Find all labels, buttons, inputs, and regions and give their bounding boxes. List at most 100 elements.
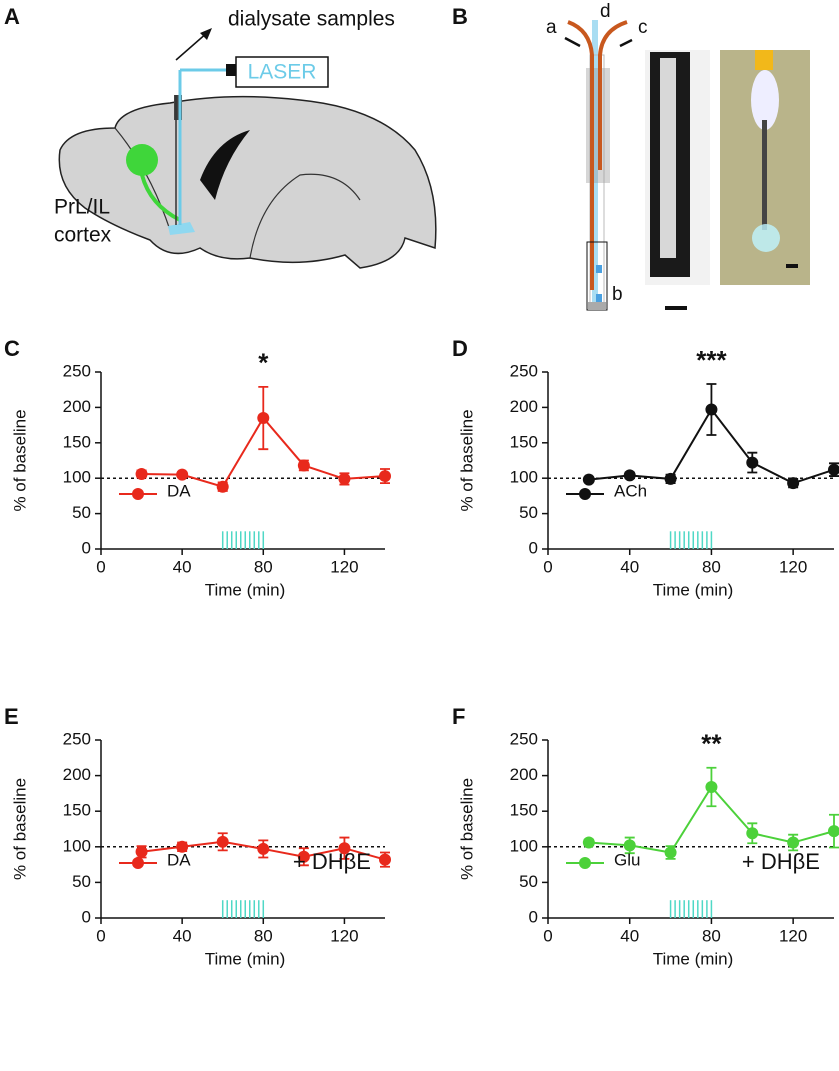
data-point (379, 853, 391, 866)
data-point (176, 840, 189, 853)
data-point (828, 825, 839, 838)
y-axis-label: % of baseline (10, 409, 29, 511)
x-axis-label: Time (min) (653, 949, 734, 968)
tube-label: b (612, 284, 623, 305)
x-tick-label: 0 (543, 926, 552, 945)
data-point (216, 835, 229, 848)
y-tick-label: 50 (519, 872, 538, 891)
data-point (297, 459, 310, 472)
condition-label: + DHβE (293, 849, 371, 874)
probe-photo (762, 120, 767, 230)
data-point (705, 780, 718, 793)
panel-label: A (4, 4, 20, 29)
probe-holder (174, 95, 182, 120)
y-tick-label: 150 (510, 432, 538, 451)
y-tick-label: 200 (63, 397, 91, 416)
cell-body (126, 144, 158, 176)
panel-label: E (4, 704, 19, 729)
data-point (705, 403, 718, 416)
tip (588, 302, 606, 310)
output-label: dialysate samples (228, 8, 395, 31)
x-axis-label: Time (min) (205, 580, 286, 599)
data-point (828, 463, 839, 476)
y-tick-label: 250 (510, 361, 538, 380)
arrow-head (200, 28, 212, 40)
y-tick-label: 250 (63, 361, 91, 380)
x-tick-label: 40 (173, 557, 192, 576)
y-tick-label: 100 (63, 836, 91, 855)
significance: *** (696, 345, 727, 375)
data-point (582, 473, 595, 486)
y-tick-label: 50 (72, 872, 91, 891)
region-label: cortex (54, 224, 112, 247)
x-tick-label: 80 (702, 557, 721, 576)
y-axis-label: % of baseline (10, 778, 29, 880)
data-point (746, 456, 759, 469)
x-tick-label: 80 (254, 926, 273, 945)
y-axis-label: % of baseline (457, 409, 476, 511)
x-tick-label: 120 (779, 926, 807, 945)
legend-label: Glu (614, 850, 640, 869)
x-tick-label: 80 (702, 926, 721, 945)
panel-label: B (452, 4, 468, 29)
laser-box (235, 56, 329, 88)
y-tick-label: 0 (529, 907, 538, 926)
x-tick-label: 0 (96, 557, 105, 576)
tube-label: d (600, 1, 611, 22)
tubing-photo (755, 50, 773, 70)
y-axis-label: % of baseline (457, 778, 476, 880)
y-tick-label: 200 (510, 397, 538, 416)
y-tick-label: 250 (510, 729, 538, 748)
y-tick-label: 200 (63, 765, 91, 784)
significance: * (258, 348, 269, 378)
data-point (176, 468, 189, 481)
x-tick-label: 40 (620, 926, 639, 945)
data-point (135, 467, 148, 480)
tube-label: c (638, 17, 648, 38)
data-point (379, 470, 391, 483)
legend-label: ACh (614, 481, 647, 500)
y-tick-label: 0 (82, 538, 91, 557)
x-tick-label: 0 (543, 557, 552, 576)
condition-label: + DHβE (742, 849, 820, 874)
flow-arrow (564, 36, 633, 48)
data-point (787, 477, 800, 490)
y-tick-label: 200 (510, 765, 538, 784)
tube-label: a (546, 17, 557, 38)
x-tick-label: 120 (330, 557, 358, 576)
scale-bar (786, 264, 798, 268)
brain-outline (58, 95, 437, 269)
y-tick-label: 0 (529, 538, 538, 557)
legend-marker (132, 488, 144, 500)
laser-label: LASER (248, 61, 317, 84)
y-tick-label: 100 (510, 836, 538, 855)
data-point (664, 846, 677, 859)
panel-label: D (452, 336, 468, 361)
x-axis-label: Time (min) (653, 580, 734, 599)
significance: ** (701, 729, 722, 759)
y-tick-label: 150 (63, 801, 91, 820)
data-point (338, 842, 351, 855)
data-point (257, 412, 270, 425)
data-point (623, 839, 636, 852)
x-tick-label: 0 (96, 926, 105, 945)
data-point (297, 850, 310, 863)
x-tick-label: 120 (330, 926, 358, 945)
x-tick-label: 80 (254, 557, 273, 576)
data-point (582, 836, 595, 849)
x-axis-label: Time (min) (205, 949, 286, 968)
data-point (216, 480, 229, 493)
data-point (787, 836, 800, 849)
glue-photo (751, 70, 779, 130)
light-glow (752, 224, 780, 252)
legend-marker (579, 857, 591, 869)
panel-label: C (4, 336, 20, 361)
window (596, 294, 602, 302)
projection (140, 174, 181, 222)
y-tick-label: 50 (72, 503, 91, 522)
tubing (567, 20, 628, 290)
region-label: PrL/IL (54, 196, 110, 219)
legend-label: DA (167, 481, 191, 500)
